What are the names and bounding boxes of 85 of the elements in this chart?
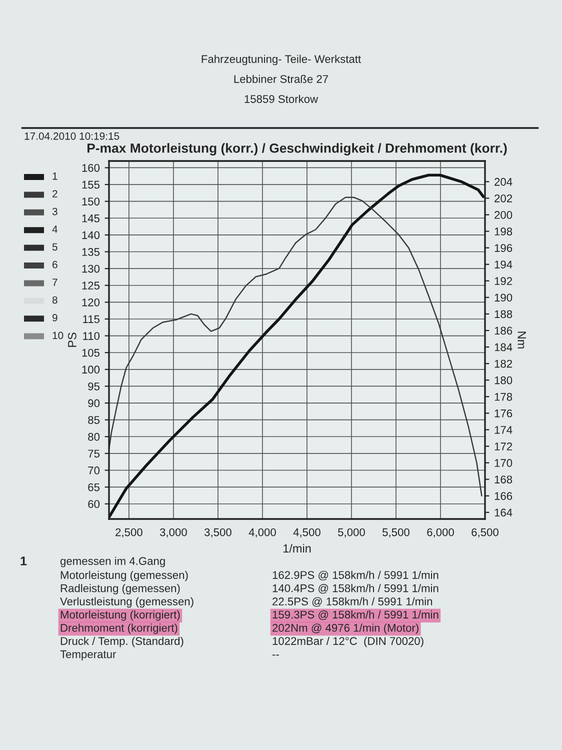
text: 7 xyxy=(52,278,58,286)
y2-tick-label: 178 xyxy=(494,392,512,401)
text: Verlustleistung (gemessen) xyxy=(60,597,194,608)
y2-tick-label: 184 xyxy=(494,343,512,352)
x-tick-label: 6,000 xyxy=(427,528,454,538)
y-tick-label: 65 xyxy=(88,483,100,492)
y2-axis-title: Nm xyxy=(518,332,526,348)
text: 1 xyxy=(20,556,27,566)
text: 17.04.2010 10:19:15 xyxy=(24,132,120,140)
y-tick-label: 95 xyxy=(88,382,100,390)
y2-tick-label: 174 xyxy=(494,426,512,434)
y-tick-label: 110 xyxy=(83,332,100,340)
y2-tick-label: 172 xyxy=(494,442,512,450)
y2-tick-label: 166 xyxy=(494,492,512,500)
y2-tick-label: 180 xyxy=(494,376,512,384)
y-tick-label: 135 xyxy=(82,248,100,256)
y2-tick-label: 196 xyxy=(494,244,512,252)
text: 6 xyxy=(52,260,58,268)
text: 202Nm @ 4976 1/min (Motor) xyxy=(272,624,418,634)
y-tick-label: 60 xyxy=(88,500,100,508)
text: 8 xyxy=(52,296,58,304)
chart-title: P-max Motorleistung (korr.) / Geschwindigkeit / Drehmoment (korr.) xyxy=(87,143,507,156)
y2-tick-label: 194 xyxy=(494,260,512,268)
text: 2 xyxy=(52,190,58,198)
y-tick-label: 120 xyxy=(82,298,100,306)
text: Motorleistung (gemessen) xyxy=(60,570,188,582)
y2-tick-label: 190 xyxy=(494,294,512,302)
y-tick-label: 150 xyxy=(82,198,100,206)
y-tick-label: 140 xyxy=(82,231,100,240)
y2-tick-label: 198 xyxy=(494,228,512,236)
text: 1022mBar / 12°C (DIN 70020) xyxy=(272,636,424,648)
y-axis-title: PS xyxy=(68,332,76,347)
y-tick-label: 160 xyxy=(82,164,100,172)
text: 1 xyxy=(52,172,58,180)
y-tick-label: 130 xyxy=(82,264,100,273)
y-tick-label: 145 xyxy=(82,214,100,222)
text: 9 xyxy=(52,314,58,322)
text: Drehmoment (korrigiert) xyxy=(60,624,178,634)
text: gemessen im 4.Gang xyxy=(60,556,165,568)
y-tick-label: 70 xyxy=(88,466,100,474)
x-tick-label: 4,000 xyxy=(248,528,276,538)
y2-tick-label: 192 xyxy=(494,277,512,286)
text: Temperatur xyxy=(60,650,116,660)
text: Lebbiner Straße 27 xyxy=(234,74,328,83)
text: 15859 Storkow xyxy=(244,94,318,103)
x-tick-label: 5,500 xyxy=(382,528,410,538)
x-tick-label: 5,000 xyxy=(338,528,365,538)
y-tick-label: 115 xyxy=(83,315,100,324)
x-tick-label: 4,500 xyxy=(293,528,320,538)
x-tick-label: 3,500 xyxy=(204,528,232,538)
y2-tick-label: 170 xyxy=(494,459,512,467)
y2-tick-label: 168 xyxy=(494,476,512,484)
text: Radleistung (gemessen) xyxy=(60,584,180,594)
text: Fahrzeugtuning- Teile- Werkstatt xyxy=(202,54,362,66)
text: Motorleistung (korrigiert) xyxy=(60,610,180,621)
y2-tick-label: 186 xyxy=(494,326,512,335)
y2-tick-label: 182 xyxy=(494,360,512,368)
text: 140.4PS @ 158km/h / 5991 1/min xyxy=(272,584,438,594)
text: 5 xyxy=(52,243,58,251)
y-tick-label: 100 xyxy=(82,366,100,374)
x-tick-label: 6,500 xyxy=(472,528,498,538)
text: 3 xyxy=(52,208,58,216)
text: 159.3PS @ 158km/h / 5991 1/min xyxy=(272,610,438,620)
y-tick-label: 105 xyxy=(82,348,100,357)
x-tick-label: 2,500 xyxy=(116,528,142,538)
y2-tick-label: 176 xyxy=(494,409,512,418)
text: 22.5PS @ 158km/h / 5991 1/min xyxy=(272,597,432,607)
text: 4 xyxy=(52,226,58,233)
text: 10 xyxy=(52,332,64,340)
y2-tick-label: 188 xyxy=(494,310,512,318)
y-tick-label: 80 xyxy=(88,432,100,441)
y-tick-label: 125 xyxy=(82,282,100,290)
text: 162.9PS @ 158km/h / 5991 1/min xyxy=(272,570,438,580)
y2-tick-label: 164 xyxy=(494,508,512,517)
y2-tick-label: 200 xyxy=(494,211,512,219)
x-tick-label: 3,000 xyxy=(160,528,187,538)
y-tick-label: 155 xyxy=(82,180,100,189)
text: -- xyxy=(272,654,279,656)
text: Druck / Temp. (Standard) xyxy=(60,636,184,648)
y2-tick-label: 202 xyxy=(494,194,512,202)
y-tick-label: 85 xyxy=(88,416,100,424)
y-tick-label: 90 xyxy=(88,399,100,408)
x-axis-title: 1/min xyxy=(283,544,311,553)
y2-tick-label: 204 xyxy=(494,178,512,186)
y-tick-label: 75 xyxy=(88,450,100,458)
